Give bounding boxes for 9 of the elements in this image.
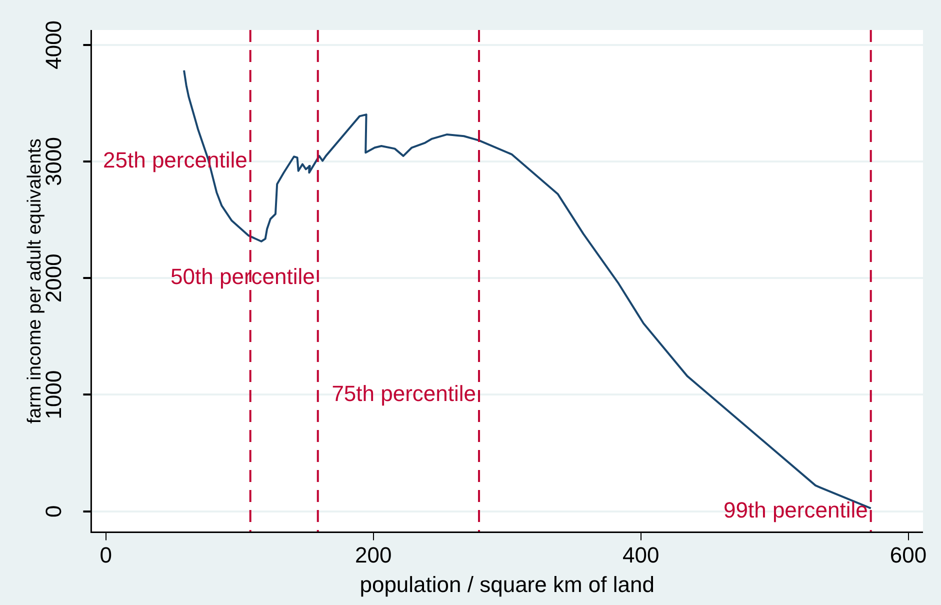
- x-tick-label: 600: [890, 542, 927, 568]
- annotation: 75th percentile: [332, 380, 476, 406]
- x-axis-title: population / square km of land: [360, 572, 654, 597]
- x-tick-label: 200: [355, 542, 392, 568]
- x-tick-label: 0: [100, 542, 112, 568]
- y-tick-label: 4000: [40, 20, 66, 70]
- annotation: 99th percentile: [724, 497, 868, 522]
- x-tick-label: 400: [622, 542, 660, 568]
- y-tick-label: 0: [40, 505, 66, 518]
